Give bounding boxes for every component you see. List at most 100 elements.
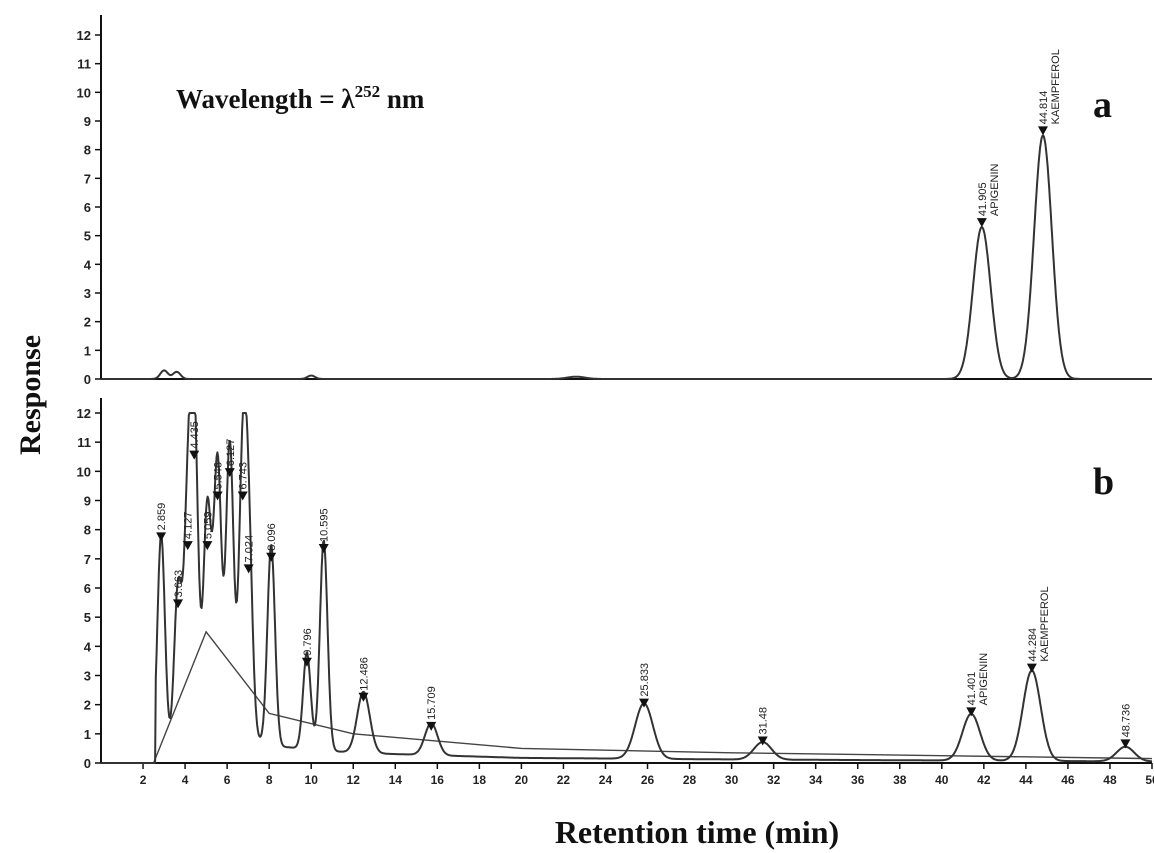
panel-b-y-tick-label: 4 [84,639,92,654]
x-tick-label: 8 [266,773,273,787]
panel-b-y-tick-label: 12 [77,406,91,421]
x-tick-label: 2 [140,773,147,787]
x-tick-label: 38 [893,773,907,787]
panel-b-y-tick-label: 0 [84,756,91,771]
x-tick-label: 24 [599,773,613,787]
peak-retention-label: 4.127 [183,512,195,540]
panel-b-trace [100,412,1153,764]
peak-retention-label: 3.663 [173,570,185,598]
peak-marker [358,692,369,702]
x-axis-title: Retention time (min) [555,814,839,850]
panel-a-y-tick-label: 1 [84,343,91,358]
wavelength-annotation-unit: nm [380,84,425,114]
peak-marker [212,491,223,501]
panel-b-y-tick-label: 3 [84,669,91,684]
panel-a-trace [100,134,1153,380]
peak-marker [237,491,248,501]
peak-retention-label: 12.486 [358,657,370,691]
panel-a-letter: a [1093,84,1112,126]
peak-retention-label: 5.546 [213,462,225,490]
peak-retention-label: 44.814 [1038,91,1050,125]
peak-retention-label: 31.48 [758,707,770,735]
peak-retention-label: 8.096 [266,523,278,551]
panel-a-y-tick-label: 12 [77,28,91,43]
wavelength-annotation: Wavelength = λ252 nm [176,82,425,114]
panel-b-y-tick-label: 7 [84,552,91,567]
panel-a-y-tick-label: 6 [84,200,91,215]
peak-marker [243,564,254,574]
panel-b-y-tick-label: 9 [84,494,91,509]
x-tick-label: 20 [515,773,529,787]
panel-b-y-tick-label: 10 [77,464,91,479]
panel-b-y-tick-label: 1 [84,727,91,742]
x-tick-label: 50 [1145,773,1154,787]
compound-label: KAEMPFEROL [1050,49,1062,124]
x-tick-label: 6 [224,773,231,787]
panel-a-y-tick-label: 5 [84,229,91,244]
x-tick-label: 30 [725,773,739,787]
x-tick-label: 10 [305,773,319,787]
x-tick-label: 22 [557,773,571,787]
wavelength-annotation-sup: 252 [355,82,381,101]
compound-label: APIGENIN [978,653,990,706]
peak-marker [202,541,213,551]
peak-marker [189,450,200,460]
peak-marker [976,218,987,228]
x-tick-label: 14 [389,773,403,787]
peak-retention-label: 41.401 [966,672,978,706]
peak-retention-label: 7.024 [244,535,256,563]
panel-a-y-tick-label: 11 [77,57,91,72]
peak-marker [757,736,768,746]
panel-a-y-tick-label: 2 [84,315,91,330]
x-tick-label: 4 [182,773,189,787]
peak-marker [1026,663,1037,673]
peak-marker [224,468,235,478]
panel-b-y-tick-label: 11 [77,435,91,450]
peak-retention-label: 6.743 [238,462,250,490]
peak-retention-label: 4.435 [189,421,201,449]
panel-a-peak-markers: 41.905 44.814 APIGENIN KAEMPFEROL [976,49,1062,228]
peak-marker [156,532,167,542]
peak-marker [172,599,183,609]
peak-marker [1120,739,1131,749]
peak-retention-label: 44.284 [1027,628,1039,662]
panel-b-y-tick-label: 5 [84,610,91,625]
compound-label: KAEMPFEROL [1039,586,1051,661]
peak-marker [266,552,277,562]
panel-a-y-tick-label: 10 [77,85,91,100]
x-tick-label: 48 [1103,773,1117,787]
panel-a-y-tick-label: 9 [84,114,91,129]
x-tick-label: 42 [977,773,991,787]
wavelength-annotation-main: Wavelength = λ [176,84,355,114]
panel-a-y-tick-label: 7 [84,171,91,186]
peak-marker [1037,126,1048,136]
peak-marker [182,541,193,551]
y-axis-title: Response [14,335,47,455]
panel-b-y-tick-label: 2 [84,698,91,713]
peak-retention-label: 15.709 [426,686,438,720]
panel-a-y-tick-label: 4 [84,257,92,272]
x-tick-label: 16 [431,773,445,787]
x-tick-label: 40 [935,773,949,787]
peak-retention-label: 25.833 [639,663,651,697]
peak-retention-label: 9.796 [302,628,314,656]
x-tick-label: 32 [767,773,781,787]
panel-b-y-tick-label: 6 [84,581,91,596]
peak-retention-label: 41.905 [977,182,989,216]
compound-label: APIGENIN [989,163,1001,216]
panel-a-y-tick-label: 8 [84,143,91,158]
peak-retention-label: 2.859 [156,503,168,531]
peak-retention-label: 6.127 [225,439,237,467]
peak-marker [639,698,650,708]
panel-b-x-ticks: 2 4 6 8 10 12 14 16 18 20 22 24 26 28 30 32 34 36 38 40 42 44… [140,763,1154,787]
panel-b-y-tick-label: 8 [84,523,91,538]
peak-marker [301,657,312,667]
x-tick-label: 26 [641,773,655,787]
x-tick-label: 46 [1061,773,1075,787]
panel-b-baseline-hump [152,630,1153,764]
